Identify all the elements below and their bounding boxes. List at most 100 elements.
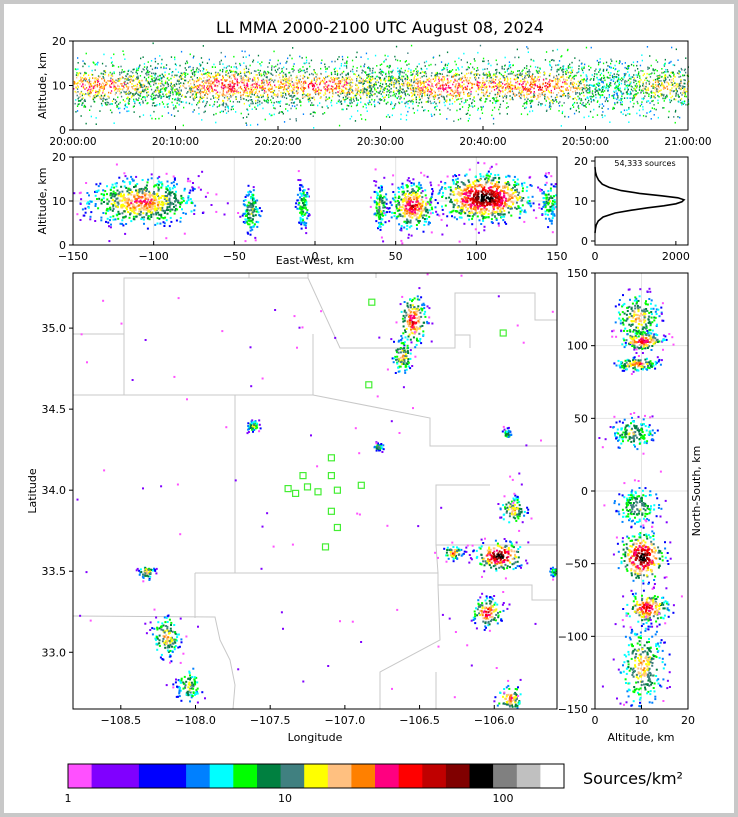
source-point <box>346 108 348 110</box>
source-point <box>371 70 374 72</box>
source-point <box>564 81 566 83</box>
source-point <box>160 88 162 91</box>
source-point <box>492 123 495 125</box>
source-point <box>652 85 654 88</box>
source-point <box>397 90 399 93</box>
source-point <box>401 83 403 86</box>
source-point <box>124 80 126 83</box>
source-point <box>642 70 644 72</box>
source-point <box>614 97 616 100</box>
source-point <box>407 110 409 113</box>
source-point <box>290 95 292 97</box>
source-point <box>227 90 229 93</box>
source-point <box>226 92 228 95</box>
source-point <box>534 83 536 86</box>
source-point <box>175 97 177 100</box>
source-point <box>154 89 156 92</box>
source-point <box>393 83 395 86</box>
source-point <box>615 92 618 95</box>
source-point <box>430 78 432 81</box>
source-point <box>508 61 511 63</box>
source-point <box>406 78 408 81</box>
source-point <box>413 79 415 82</box>
source-point <box>598 82 601 85</box>
source-point <box>163 84 165 87</box>
source-point <box>313 127 315 129</box>
source-point <box>516 87 518 90</box>
source-point <box>113 72 115 75</box>
source-point <box>91 90 94 92</box>
source-point <box>562 90 564 93</box>
source-point <box>415 90 417 93</box>
source-point <box>107 103 109 106</box>
source-point <box>593 79 595 81</box>
source-point <box>249 64 251 67</box>
source-point <box>117 96 119 99</box>
source-point <box>354 94 356 97</box>
source-point <box>584 98 587 101</box>
source-point <box>402 80 404 82</box>
source-point <box>345 81 348 84</box>
source-point <box>215 71 217 74</box>
source-point <box>138 81 140 83</box>
source-point <box>533 80 535 83</box>
source-point <box>247 71 249 73</box>
source-point <box>662 107 664 109</box>
source-point <box>476 81 479 83</box>
source-point <box>588 103 590 106</box>
source-point <box>440 93 442 96</box>
source-point <box>241 81 243 84</box>
source-point <box>547 86 549 88</box>
source-point <box>220 51 222 54</box>
source-point <box>255 81 257 83</box>
source-point <box>120 83 122 85</box>
source-point <box>261 102 263 104</box>
source-point <box>139 92 142 95</box>
source-point <box>170 81 172 84</box>
source-point <box>269 83 271 86</box>
source-point <box>433 95 435 97</box>
source-point <box>341 90 343 93</box>
source-point <box>188 102 191 105</box>
source-point <box>122 88 124 90</box>
source-point <box>356 70 358 72</box>
source-point <box>678 85 680 88</box>
source-point <box>683 82 685 85</box>
source-point <box>664 75 666 77</box>
source-point <box>564 83 566 85</box>
source-point <box>208 58 210 61</box>
source-point <box>486 77 488 79</box>
source-point <box>176 92 178 94</box>
source-point <box>96 78 98 81</box>
source-point <box>530 100 532 103</box>
source-point <box>313 104 315 106</box>
source-point <box>232 93 234 95</box>
source-point <box>621 63 623 65</box>
source-point <box>401 101 403 103</box>
source-point <box>209 88 211 90</box>
source-point <box>240 88 243 90</box>
source-point <box>522 69 524 71</box>
source-point <box>569 66 571 69</box>
source-point <box>166 82 168 85</box>
source-point <box>128 90 130 93</box>
source-point <box>578 83 580 86</box>
source-point <box>552 59 554 61</box>
source-point <box>423 72 426 75</box>
source-point <box>435 73 437 75</box>
source-point <box>571 83 574 86</box>
source-point <box>85 93 87 95</box>
source-point <box>242 97 244 100</box>
source-point <box>133 100 135 102</box>
source-point <box>272 97 274 99</box>
source-point <box>618 84 620 86</box>
source-point <box>109 86 111 88</box>
source-point <box>381 63 383 66</box>
source-point <box>601 107 603 109</box>
source-point <box>186 60 188 63</box>
source-point <box>682 86 685 88</box>
source-point <box>91 73 93 76</box>
source-point <box>604 79 606 82</box>
source-point <box>247 109 249 112</box>
source-point <box>234 71 236 73</box>
